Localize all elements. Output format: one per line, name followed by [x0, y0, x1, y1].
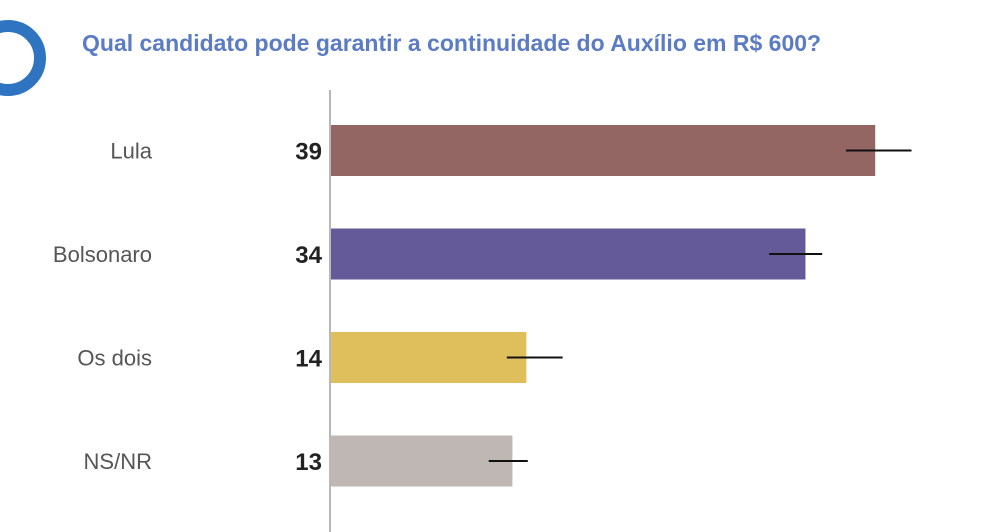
bar-bolsonaro [331, 228, 806, 280]
bar-ns-nr [331, 435, 513, 487]
value-label: 13 [295, 449, 322, 476]
chart-title: Qual candidato pode garantir a continuid… [82, 30, 822, 56]
category-label: NS/NR [84, 449, 152, 474]
value-label: 14 [295, 346, 322, 373]
category-label: Lula [110, 139, 152, 164]
category-label: Bolsonaro [53, 242, 152, 267]
value-label: 39 [295, 139, 322, 166]
category-label: Os dois [77, 346, 152, 371]
bars-group: Lula 39 Bolsonaro 34 Os dois 14 NS/NR 13 [53, 125, 912, 487]
bar-os-dois [331, 332, 527, 383]
bar-lula [331, 125, 876, 176]
value-label: 34 [295, 242, 322, 269]
